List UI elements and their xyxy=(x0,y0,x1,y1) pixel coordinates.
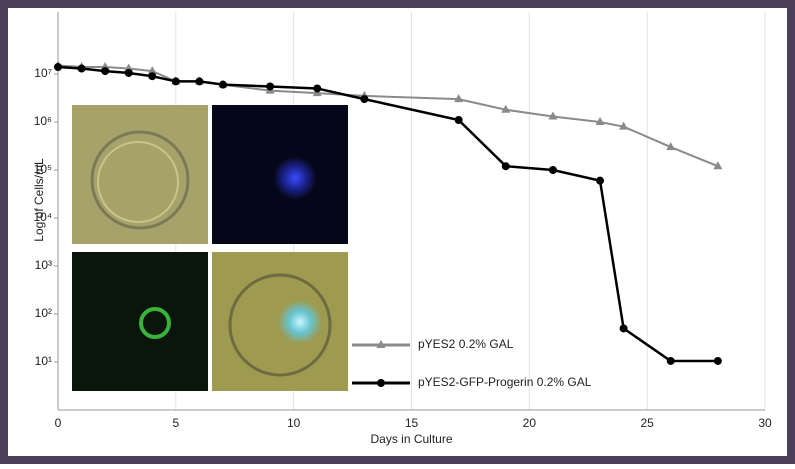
nucleus xyxy=(278,300,322,344)
marker xyxy=(549,166,557,174)
legend-label: pYES2 0.2% GAL xyxy=(418,337,514,351)
marker xyxy=(455,116,463,124)
x-tick-label: 10 xyxy=(287,416,301,430)
y-tick-label: 10² xyxy=(35,306,52,320)
marker xyxy=(313,84,321,92)
marker xyxy=(172,77,180,85)
y-tick-label: 10⁷ xyxy=(34,66,52,80)
marker xyxy=(54,63,62,71)
x-tick-label: 15 xyxy=(405,416,419,430)
marker xyxy=(502,162,510,170)
x-tick-label: 30 xyxy=(758,416,772,430)
marker xyxy=(360,95,368,103)
marker xyxy=(125,69,133,77)
x-tick-label: 5 xyxy=(172,416,179,430)
x-tick-label: 25 xyxy=(640,416,654,430)
y-axis-label: Log of Cells/mL xyxy=(32,158,46,242)
chart: 05101520253010¹10²10³10⁴10⁵10⁶10⁷Days in… xyxy=(0,0,795,464)
marker xyxy=(148,72,156,80)
marker xyxy=(219,81,227,89)
marker xyxy=(667,357,675,365)
marker xyxy=(596,177,604,185)
marker xyxy=(78,65,86,73)
marker xyxy=(620,324,628,332)
y-tick-label: 10⁶ xyxy=(34,114,52,128)
y-tick-label: 10³ xyxy=(35,258,52,272)
marker xyxy=(714,357,722,365)
x-tick-label: 0 xyxy=(55,416,62,430)
marker xyxy=(101,67,109,75)
legend-label: pYES2-GFP-Progerin 0.2% GAL xyxy=(418,375,592,389)
nucleus xyxy=(273,156,317,200)
x-tick-label: 20 xyxy=(523,416,537,430)
marker xyxy=(195,77,203,85)
marker xyxy=(266,82,274,90)
x-axis-label: Days in Culture xyxy=(370,432,452,446)
y-tick-label: 10¹ xyxy=(35,354,52,368)
marker xyxy=(377,379,385,387)
